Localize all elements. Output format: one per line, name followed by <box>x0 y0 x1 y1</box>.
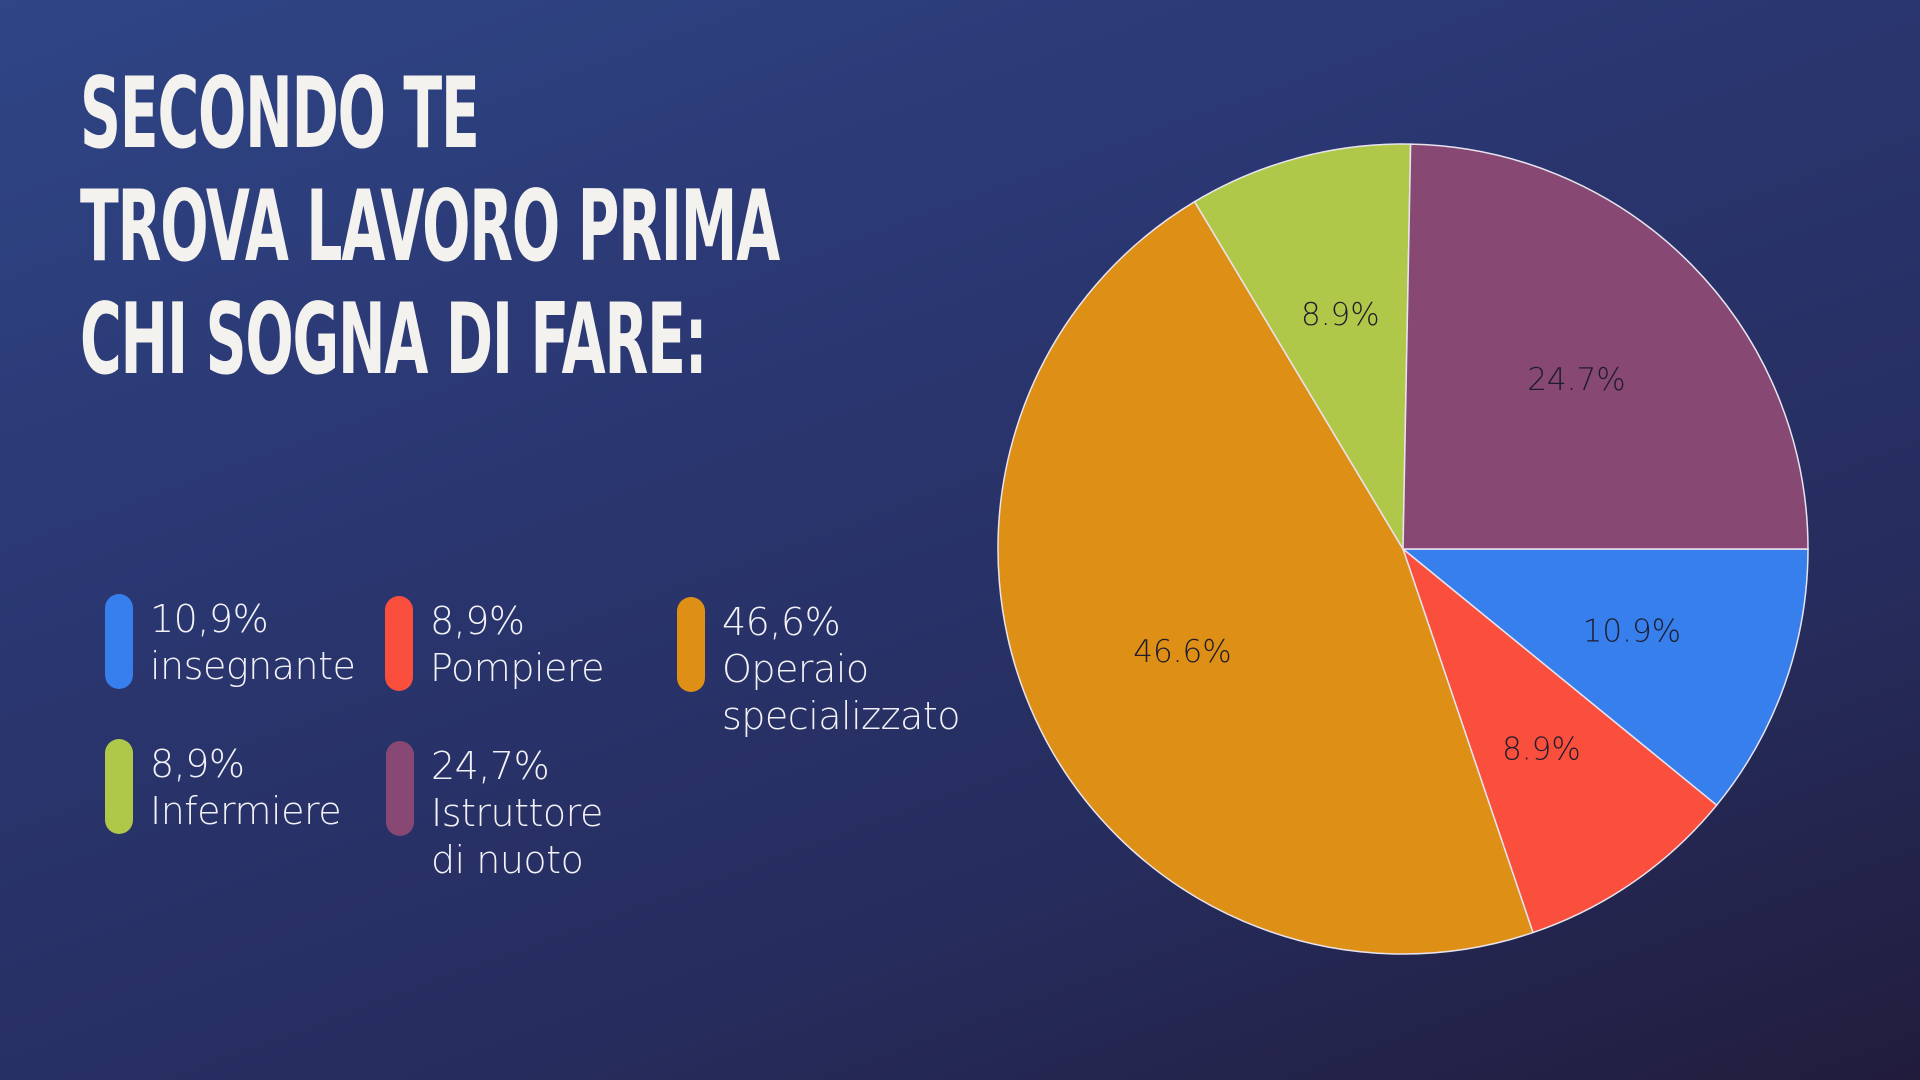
legend-swatch <box>105 739 133 834</box>
title-line-1: SECONDO TE <box>80 57 480 171</box>
legend-percent: 46,6% <box>722 600 841 644</box>
pie-data-label: 46.6% <box>1133 634 1231 670</box>
legend-label-cont: specializzato <box>722 694 960 738</box>
legend-swatch <box>677 597 705 692</box>
page-title: SECONDO TE TROVA LAVORO PRIMA CHI SOGNA … <box>80 57 780 397</box>
legend-label: insegnante <box>150 644 356 688</box>
legend-item-operaio-specializzato: 46,6% Operaio specializzato <box>677 597 960 740</box>
pie-data-label: 8.9% <box>1301 297 1380 333</box>
legend-label: Pompiere <box>430 646 605 690</box>
title-line-2: TROVA LAVORO PRIMA <box>80 170 780 284</box>
pie-slice-insegnante <box>1400 548 1809 807</box>
legend-item-istruttore-di-nuoto: 24,7% Istruttore di nuoto <box>386 741 603 884</box>
pie-data-label: 10.9% <box>1583 614 1681 650</box>
legend-label: Infermiere <box>150 789 342 833</box>
legend-label: Operaio <box>722 647 869 691</box>
pie-slices <box>997 143 1809 955</box>
pie-slice-infermiere <box>1193 143 1412 552</box>
pie-data-label: 8.9% <box>1502 732 1581 768</box>
legend-label-cont: di nuoto <box>431 838 584 882</box>
legend-item-pompiere: 8,9% Pompiere <box>385 596 605 692</box>
pie-slice-pompiere <box>1401 546 1718 934</box>
pie-slice-operaio-specializzato <box>997 200 1534 955</box>
legend-label: Istruttore <box>431 791 603 835</box>
legend-swatch <box>105 594 133 689</box>
pie-labels: 10.9% 8.9% 46.6% 8.9% 24.7% <box>1133 297 1681 767</box>
legend-percent: 10,9% <box>150 597 269 641</box>
legend-percent: 8,9% <box>150 742 245 786</box>
pie-data-label: 24.7% <box>1527 362 1625 398</box>
pie-slice-istruttore-di-nuoto <box>1402 143 1809 550</box>
legend-swatch <box>386 741 414 836</box>
legend-percent: 8,9% <box>430 599 525 643</box>
title-line-3: CHI SOGNA DI FARE: <box>80 283 708 397</box>
legend-swatch <box>385 596 413 691</box>
legend-item-infermiere: 8,9% Infermiere <box>105 739 342 835</box>
legend-item-insegnante: 10,9% insegnante <box>105 594 356 690</box>
legend-percent: 24,7% <box>431 744 550 788</box>
